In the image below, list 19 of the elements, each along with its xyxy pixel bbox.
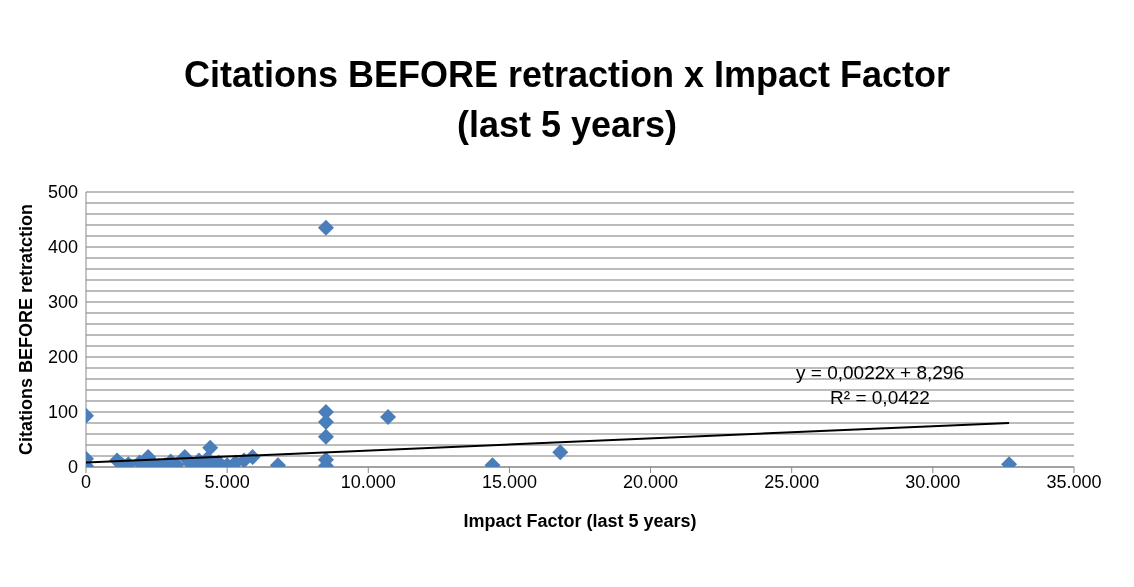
y-tick-label: 400: [47, 237, 78, 258]
annotation: y = 0,0022x + 8,296: [795, 361, 965, 385]
x-tick-label: 0: [80, 471, 92, 492]
x-tick-label: 10.000: [340, 471, 396, 492]
x-tick-label: 25.000: [764, 471, 820, 492]
chart-title: Citations BEFORE retraction x Impact Factor (last 5 years): [182, 53, 952, 147]
x-axis-title: Impact Factor (last 5 years): [463, 511, 697, 531]
x-tick-label: 5.000: [204, 471, 250, 492]
x-tick-label: 35.000: [1046, 471, 1102, 492]
x-tick-label: 30.000: [905, 471, 961, 492]
x-tick-label: 20.000: [623, 471, 679, 492]
y-tick-label: 0: [67, 457, 78, 478]
y-tick-label: 300: [47, 292, 78, 313]
y-tick-label: 200: [47, 347, 78, 368]
y-tick-label: 100: [47, 402, 78, 423]
x-tick-label: 15.000: [481, 471, 537, 492]
y-tick-label: 500: [47, 182, 78, 203]
y-axis-title: Citations BEFORE retratction: [16, 203, 37, 456]
annotation: R² = 0,0422: [829, 386, 931, 410]
